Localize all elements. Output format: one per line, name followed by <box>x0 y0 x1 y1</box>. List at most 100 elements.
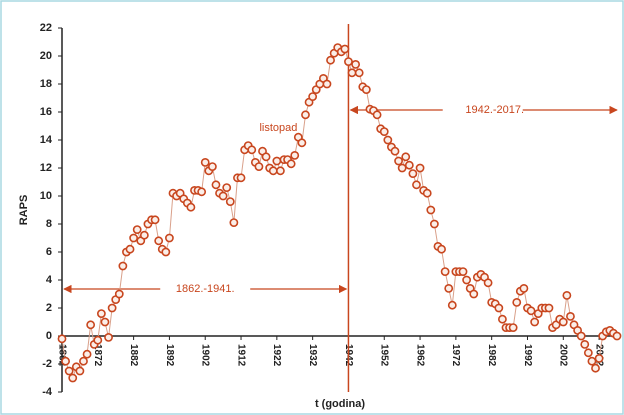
data-point <box>229 218 239 227</box>
data-point <box>114 289 124 299</box>
data-point <box>583 348 593 358</box>
data-point <box>519 283 529 293</box>
data-point <box>440 267 450 276</box>
data-point <box>412 180 421 190</box>
data-point <box>186 202 196 212</box>
data-point <box>207 162 217 171</box>
data-point <box>211 180 221 190</box>
data-point <box>415 163 425 173</box>
data-point <box>57 334 67 344</box>
x-tick-label: 1982 <box>486 344 497 367</box>
x-tick-label: 2002 <box>558 344 569 367</box>
data-point <box>93 335 103 345</box>
y-tick-label: 14 <box>40 134 53 146</box>
data-point <box>64 366 74 376</box>
data-point <box>247 145 257 155</box>
data-point <box>494 303 504 313</box>
data-point <box>218 191 228 201</box>
data-point <box>161 247 171 257</box>
data-point <box>150 215 160 225</box>
data-point <box>422 188 432 198</box>
x-tick-label: 1892 <box>164 344 175 367</box>
data-point <box>286 159 296 169</box>
label-bg <box>160 280 251 298</box>
data-point <box>394 156 403 166</box>
data-point <box>526 306 536 316</box>
y-tick-label: 8 <box>46 218 52 230</box>
data-point <box>354 68 364 78</box>
y-tick-label: 12 <box>40 162 52 174</box>
data-point <box>107 303 117 313</box>
y-tick-label: 22 <box>40 22 52 34</box>
x-tick-label: 1902 <box>200 344 211 367</box>
x-tick-label: 1862 <box>56 344 67 367</box>
data-point <box>383 135 393 145</box>
data-point <box>612 331 622 341</box>
data-point <box>344 57 353 66</box>
data-point <box>132 225 142 234</box>
y-tick-label: -2 <box>42 358 52 370</box>
y-tick-label: -4 <box>42 386 53 398</box>
data-point <box>447 300 457 310</box>
x-tick-label: 1922 <box>271 344 282 367</box>
data-point <box>390 146 400 156</box>
x-tick-label: 1932 <box>307 344 318 367</box>
data-point <box>498 314 507 324</box>
data-point <box>483 278 493 288</box>
data-point <box>154 236 164 246</box>
data-point <box>165 233 174 243</box>
data-point <box>82 349 92 359</box>
data-point <box>297 138 307 148</box>
y-tick-label: 2 <box>46 302 52 314</box>
data-point <box>458 267 468 276</box>
data-point <box>276 166 285 176</box>
x-axis-title: t (godina) <box>315 398 365 410</box>
y-tick-label: 6 <box>46 246 52 258</box>
data-point <box>361 85 371 94</box>
data-point <box>272 156 282 166</box>
x-tick-label: 1912 <box>235 344 246 367</box>
data-point <box>594 353 604 363</box>
data-point <box>68 373 78 383</box>
data-point <box>508 323 518 332</box>
x-tick-label: 1872 <box>92 344 103 367</box>
data-point <box>100 317 110 327</box>
data-point <box>236 173 246 183</box>
data-point <box>322 79 332 89</box>
data-point <box>444 283 454 293</box>
data-point <box>254 162 264 171</box>
y-tick-label: 18 <box>40 78 52 90</box>
data-point <box>530 317 540 327</box>
data-point <box>347 68 357 78</box>
y-tick-label: 4 <box>46 274 53 286</box>
y-tick-label: 20 <box>40 50 52 62</box>
data-point <box>558 317 568 327</box>
data-point <box>591 363 600 373</box>
y-axis-title: RAPS <box>18 195 30 226</box>
y-tick-label: 0 <box>46 330 52 342</box>
data-point <box>222 183 232 192</box>
data-point <box>408 169 418 178</box>
data-point <box>351 60 361 69</box>
data-point <box>268 166 278 176</box>
data-point <box>200 157 210 167</box>
data-point <box>587 356 597 366</box>
label-bg <box>442 101 523 119</box>
x-tick-label: 1972 <box>450 344 461 367</box>
annotation: 1942.-2017. <box>465 104 524 116</box>
data-point <box>566 311 575 321</box>
annotation: 1862.-1941. <box>176 283 235 295</box>
x-tick-label: 1952 <box>379 344 390 367</box>
y-tick-label: 16 <box>40 106 52 118</box>
data-point <box>75 366 85 376</box>
x-tick-label: 1882 <box>128 344 139 367</box>
data-point <box>426 205 436 215</box>
data-point <box>576 331 586 341</box>
data-point <box>118 261 128 271</box>
x-tick-label: 1992 <box>522 344 533 367</box>
data-point <box>96 309 106 318</box>
data-point <box>197 187 207 197</box>
